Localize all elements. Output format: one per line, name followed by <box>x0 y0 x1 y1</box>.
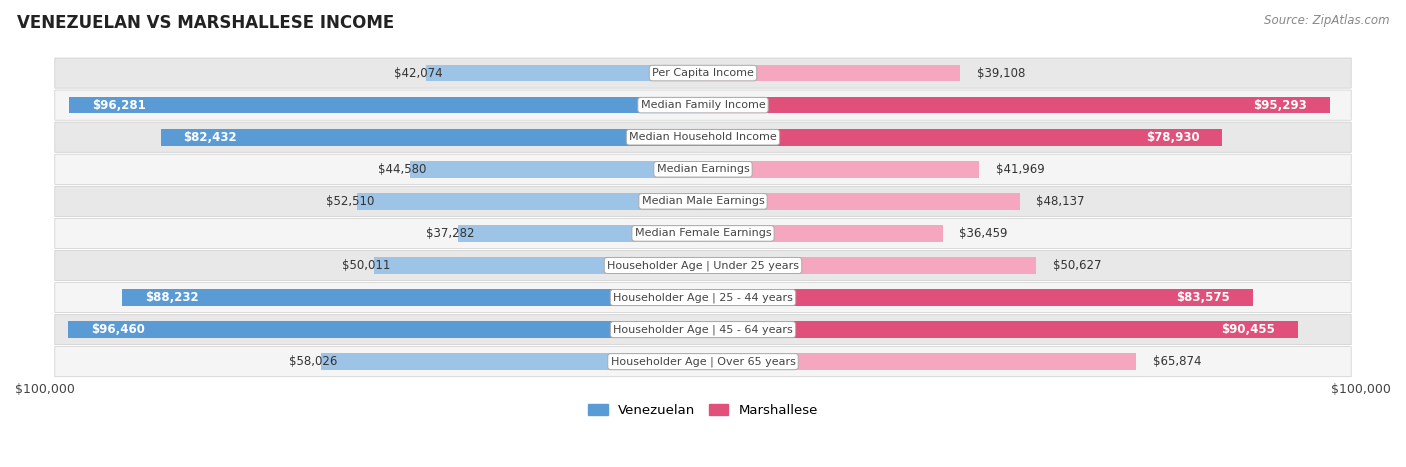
FancyBboxPatch shape <box>55 347 1351 377</box>
Text: Median Male Earnings: Median Male Earnings <box>641 196 765 206</box>
Text: $52,510: $52,510 <box>326 195 374 208</box>
Bar <box>703 65 960 81</box>
Bar <box>703 161 979 177</box>
Text: $78,930: $78,930 <box>1146 131 1199 144</box>
Text: $88,232: $88,232 <box>145 291 200 304</box>
Text: $90,455: $90,455 <box>1222 323 1275 336</box>
Bar <box>703 225 943 242</box>
Text: $37,282: $37,282 <box>426 227 474 240</box>
Bar <box>703 321 1298 338</box>
Text: $96,460: $96,460 <box>91 323 145 336</box>
Text: Householder Age | 45 - 64 years: Householder Age | 45 - 64 years <box>613 325 793 335</box>
Text: $50,011: $50,011 <box>342 259 391 272</box>
Bar <box>69 97 703 113</box>
Text: Householder Age | 25 - 44 years: Householder Age | 25 - 44 years <box>613 292 793 303</box>
Text: Householder Age | Under 25 years: Householder Age | Under 25 years <box>607 260 799 271</box>
Bar <box>69 321 703 338</box>
Text: VENEZUELAN VS MARSHALLESE INCOME: VENEZUELAN VS MARSHALLESE INCOME <box>17 14 394 32</box>
Text: $39,108: $39,108 <box>977 67 1025 79</box>
Text: Householder Age | Over 65 years: Householder Age | Over 65 years <box>610 356 796 367</box>
FancyBboxPatch shape <box>55 315 1351 345</box>
Bar <box>160 129 703 146</box>
Text: Median Female Earnings: Median Female Earnings <box>634 228 772 239</box>
Text: $36,459: $36,459 <box>959 227 1008 240</box>
Bar <box>426 65 703 81</box>
Text: $41,969: $41,969 <box>995 163 1045 176</box>
Bar <box>703 97 1330 113</box>
Text: $44,580: $44,580 <box>378 163 426 176</box>
Text: $96,281: $96,281 <box>93 99 146 112</box>
FancyBboxPatch shape <box>55 250 1351 281</box>
Bar <box>357 193 703 210</box>
FancyBboxPatch shape <box>55 90 1351 120</box>
Bar <box>321 354 703 370</box>
Text: $83,575: $83,575 <box>1177 291 1230 304</box>
FancyBboxPatch shape <box>55 154 1351 184</box>
FancyBboxPatch shape <box>55 186 1351 216</box>
Bar <box>458 225 703 242</box>
Legend: Venezuelan, Marshallese: Venezuelan, Marshallese <box>582 399 824 423</box>
Text: Median Household Income: Median Household Income <box>628 132 778 142</box>
Text: $82,432: $82,432 <box>184 131 238 144</box>
Text: $48,137: $48,137 <box>1036 195 1084 208</box>
Text: $65,874: $65,874 <box>1153 355 1202 368</box>
Bar <box>374 257 703 274</box>
Text: Median Family Income: Median Family Income <box>641 100 765 110</box>
FancyBboxPatch shape <box>55 283 1351 312</box>
FancyBboxPatch shape <box>55 58 1351 88</box>
FancyBboxPatch shape <box>55 122 1351 152</box>
FancyBboxPatch shape <box>55 219 1351 248</box>
Bar <box>703 257 1036 274</box>
Bar <box>703 289 1253 306</box>
Bar <box>703 193 1019 210</box>
Text: $95,293: $95,293 <box>1253 99 1308 112</box>
Text: $50,627: $50,627 <box>1053 259 1101 272</box>
Text: Per Capita Income: Per Capita Income <box>652 68 754 78</box>
Bar <box>409 161 703 177</box>
Bar <box>703 354 1136 370</box>
Bar <box>122 289 703 306</box>
Text: $58,026: $58,026 <box>290 355 337 368</box>
Text: Median Earnings: Median Earnings <box>657 164 749 174</box>
Text: $42,074: $42,074 <box>394 67 443 79</box>
Bar <box>703 129 1222 146</box>
Text: Source: ZipAtlas.com: Source: ZipAtlas.com <box>1264 14 1389 27</box>
